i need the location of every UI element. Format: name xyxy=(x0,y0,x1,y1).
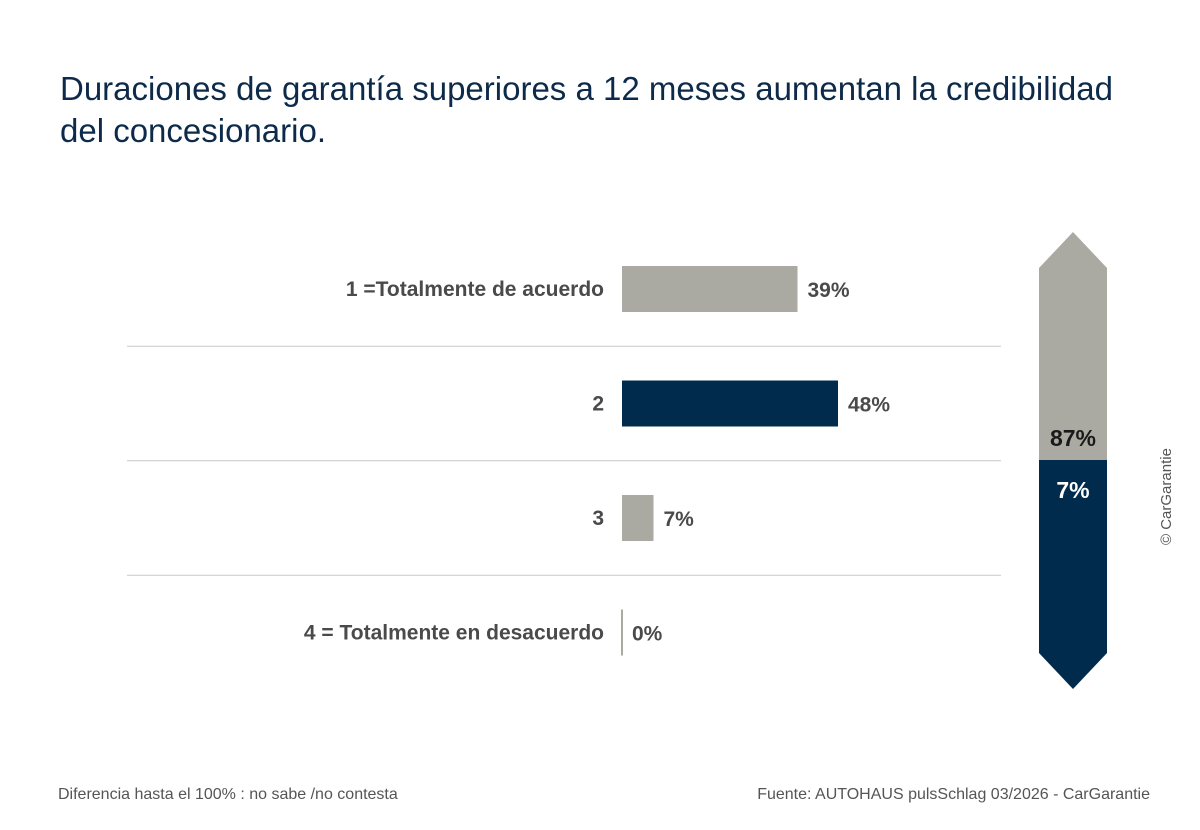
row-dividers xyxy=(127,345,1001,576)
bars-group: 1 =Totalmente de acuerdo 39% 2 48% 3 7% 4 = To… xyxy=(304,266,890,656)
footnote-source: Fuente: AUTOHAUS pulsSchlag 03/2026 - Ca… xyxy=(757,786,1150,803)
footnote-note: Diferencia hasta el 100% : no sabe /no c… xyxy=(58,786,398,803)
summary-top-label: 87% xyxy=(1050,425,1096,451)
value-label: 48% xyxy=(848,394,890,417)
chart-title: Duraciones de garantía superiores a 12 m… xyxy=(60,70,1113,149)
summary-bottom-segment xyxy=(1039,460,1107,689)
bar xyxy=(622,380,838,427)
category-label: 3 xyxy=(592,507,604,530)
summary-top-segment xyxy=(1039,232,1107,460)
bar xyxy=(622,266,798,312)
summary-bottom-label: 7% xyxy=(1056,477,1089,503)
category-label: 2 xyxy=(592,393,604,416)
bar xyxy=(622,495,654,541)
value-label: 0% xyxy=(632,623,663,646)
category-label: 4 = Totalmente en desacuerdo xyxy=(304,622,604,645)
value-label: 7% xyxy=(664,508,695,531)
summary-arrow: 87% 7% xyxy=(1039,232,1107,689)
copyright-text: © CarGarantie xyxy=(1158,448,1175,545)
category-label: 1 =Totalmente de acuerdo xyxy=(346,278,604,301)
value-label: 39% xyxy=(808,279,850,302)
